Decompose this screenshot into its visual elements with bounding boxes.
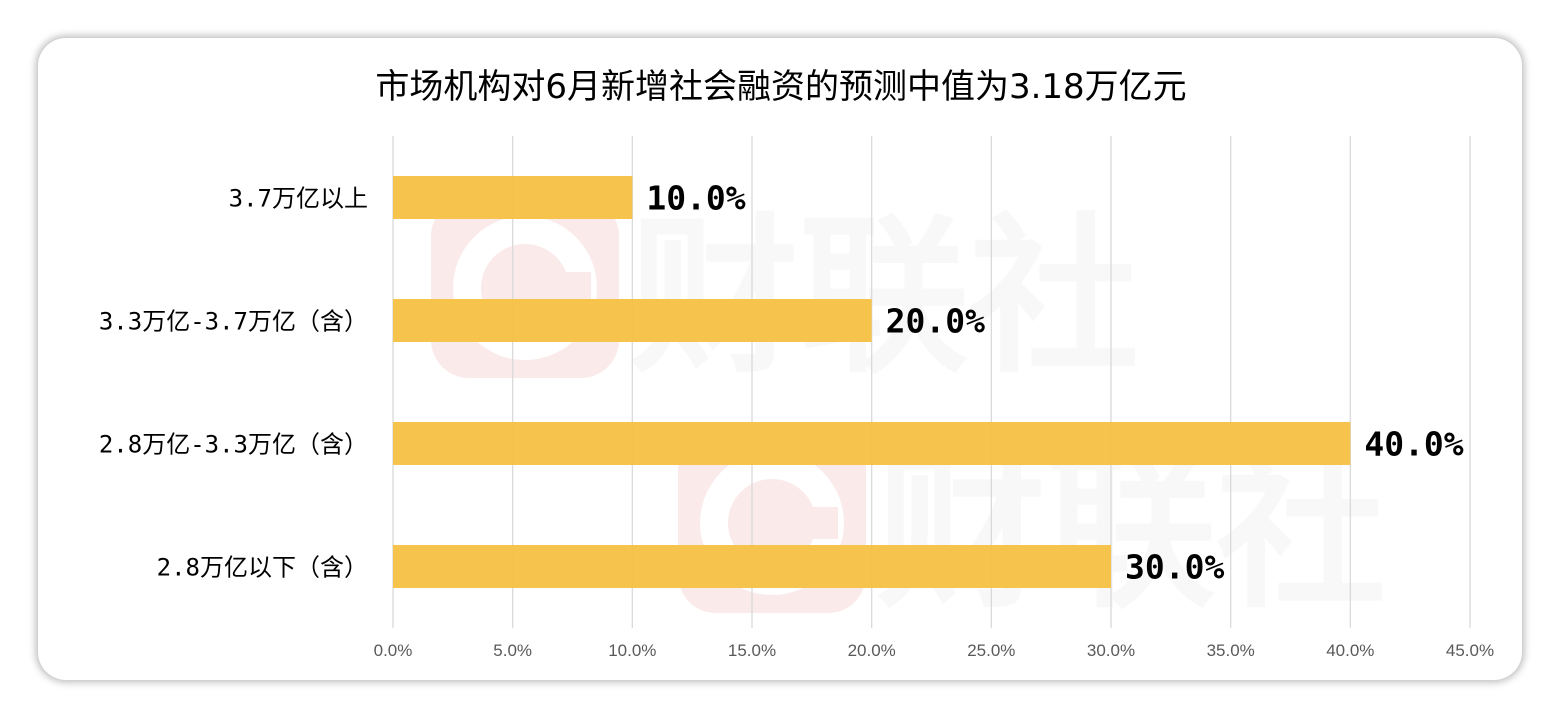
x-tick-label: 0.0% <box>374 641 413 660</box>
watermark-text: 财联社 <box>629 199 1139 397</box>
data-label: 30.0% <box>1125 548 1224 587</box>
x-tick-label: 5.0% <box>493 641 532 660</box>
bar <box>393 299 872 342</box>
x-tick-label: 20.0% <box>848 641 896 660</box>
label-layer: 3.7万亿以上 10.0% 3.3万亿-3.7万亿（含） 20.0% 2.8万亿-3.3… <box>99 179 1464 587</box>
x-tick-label: 10.0% <box>608 641 656 660</box>
watermark-mark: 财联社 <box>431 198 1139 397</box>
data-label: 40.0% <box>1364 425 1463 464</box>
x-tick-label: 45.0% <box>1446 641 1494 660</box>
logo-gap <box>531 272 591 304</box>
data-label: 20.0% <box>886 302 985 341</box>
x-tick-label: 40.0% <box>1326 641 1374 660</box>
logo-ring <box>453 216 597 360</box>
watermark-text: 财联社 <box>876 434 1386 632</box>
x-tick-label: 25.0% <box>967 641 1015 660</box>
bar <box>393 545 1111 588</box>
x-tick-label: 30.0% <box>1087 641 1135 660</box>
category-label: 2.8万亿-3.3万亿（含） <box>99 431 368 459</box>
chart-title: 市场机构对6月新增社会融资的预测中值为3.18万亿元 <box>375 67 1186 107</box>
data-label: 10.0% <box>646 179 745 218</box>
category-label: 3.7万亿以上 <box>229 185 368 213</box>
bar-layer <box>393 176 1351 588</box>
chart-card: 财联社 财联社 0.0% 5.0% 10.0% 15.0% 20.0% 25.0% 30.0%… <box>38 38 1522 680</box>
category-label: 3.3万亿-3.7万亿（含） <box>99 308 368 336</box>
logo-gap <box>778 507 838 539</box>
x-tick-label: 35.0% <box>1207 641 1255 660</box>
bar <box>393 422 1351 465</box>
bar <box>393 176 633 219</box>
x-tick-label: 15.0% <box>728 641 776 660</box>
grid-layer: 0.0% 5.0% 10.0% 15.0% 20.0% 25.0% 30.0% 35.0% 40… <box>374 136 1494 660</box>
category-label: 2.8万亿以下（含） <box>157 554 368 582</box>
